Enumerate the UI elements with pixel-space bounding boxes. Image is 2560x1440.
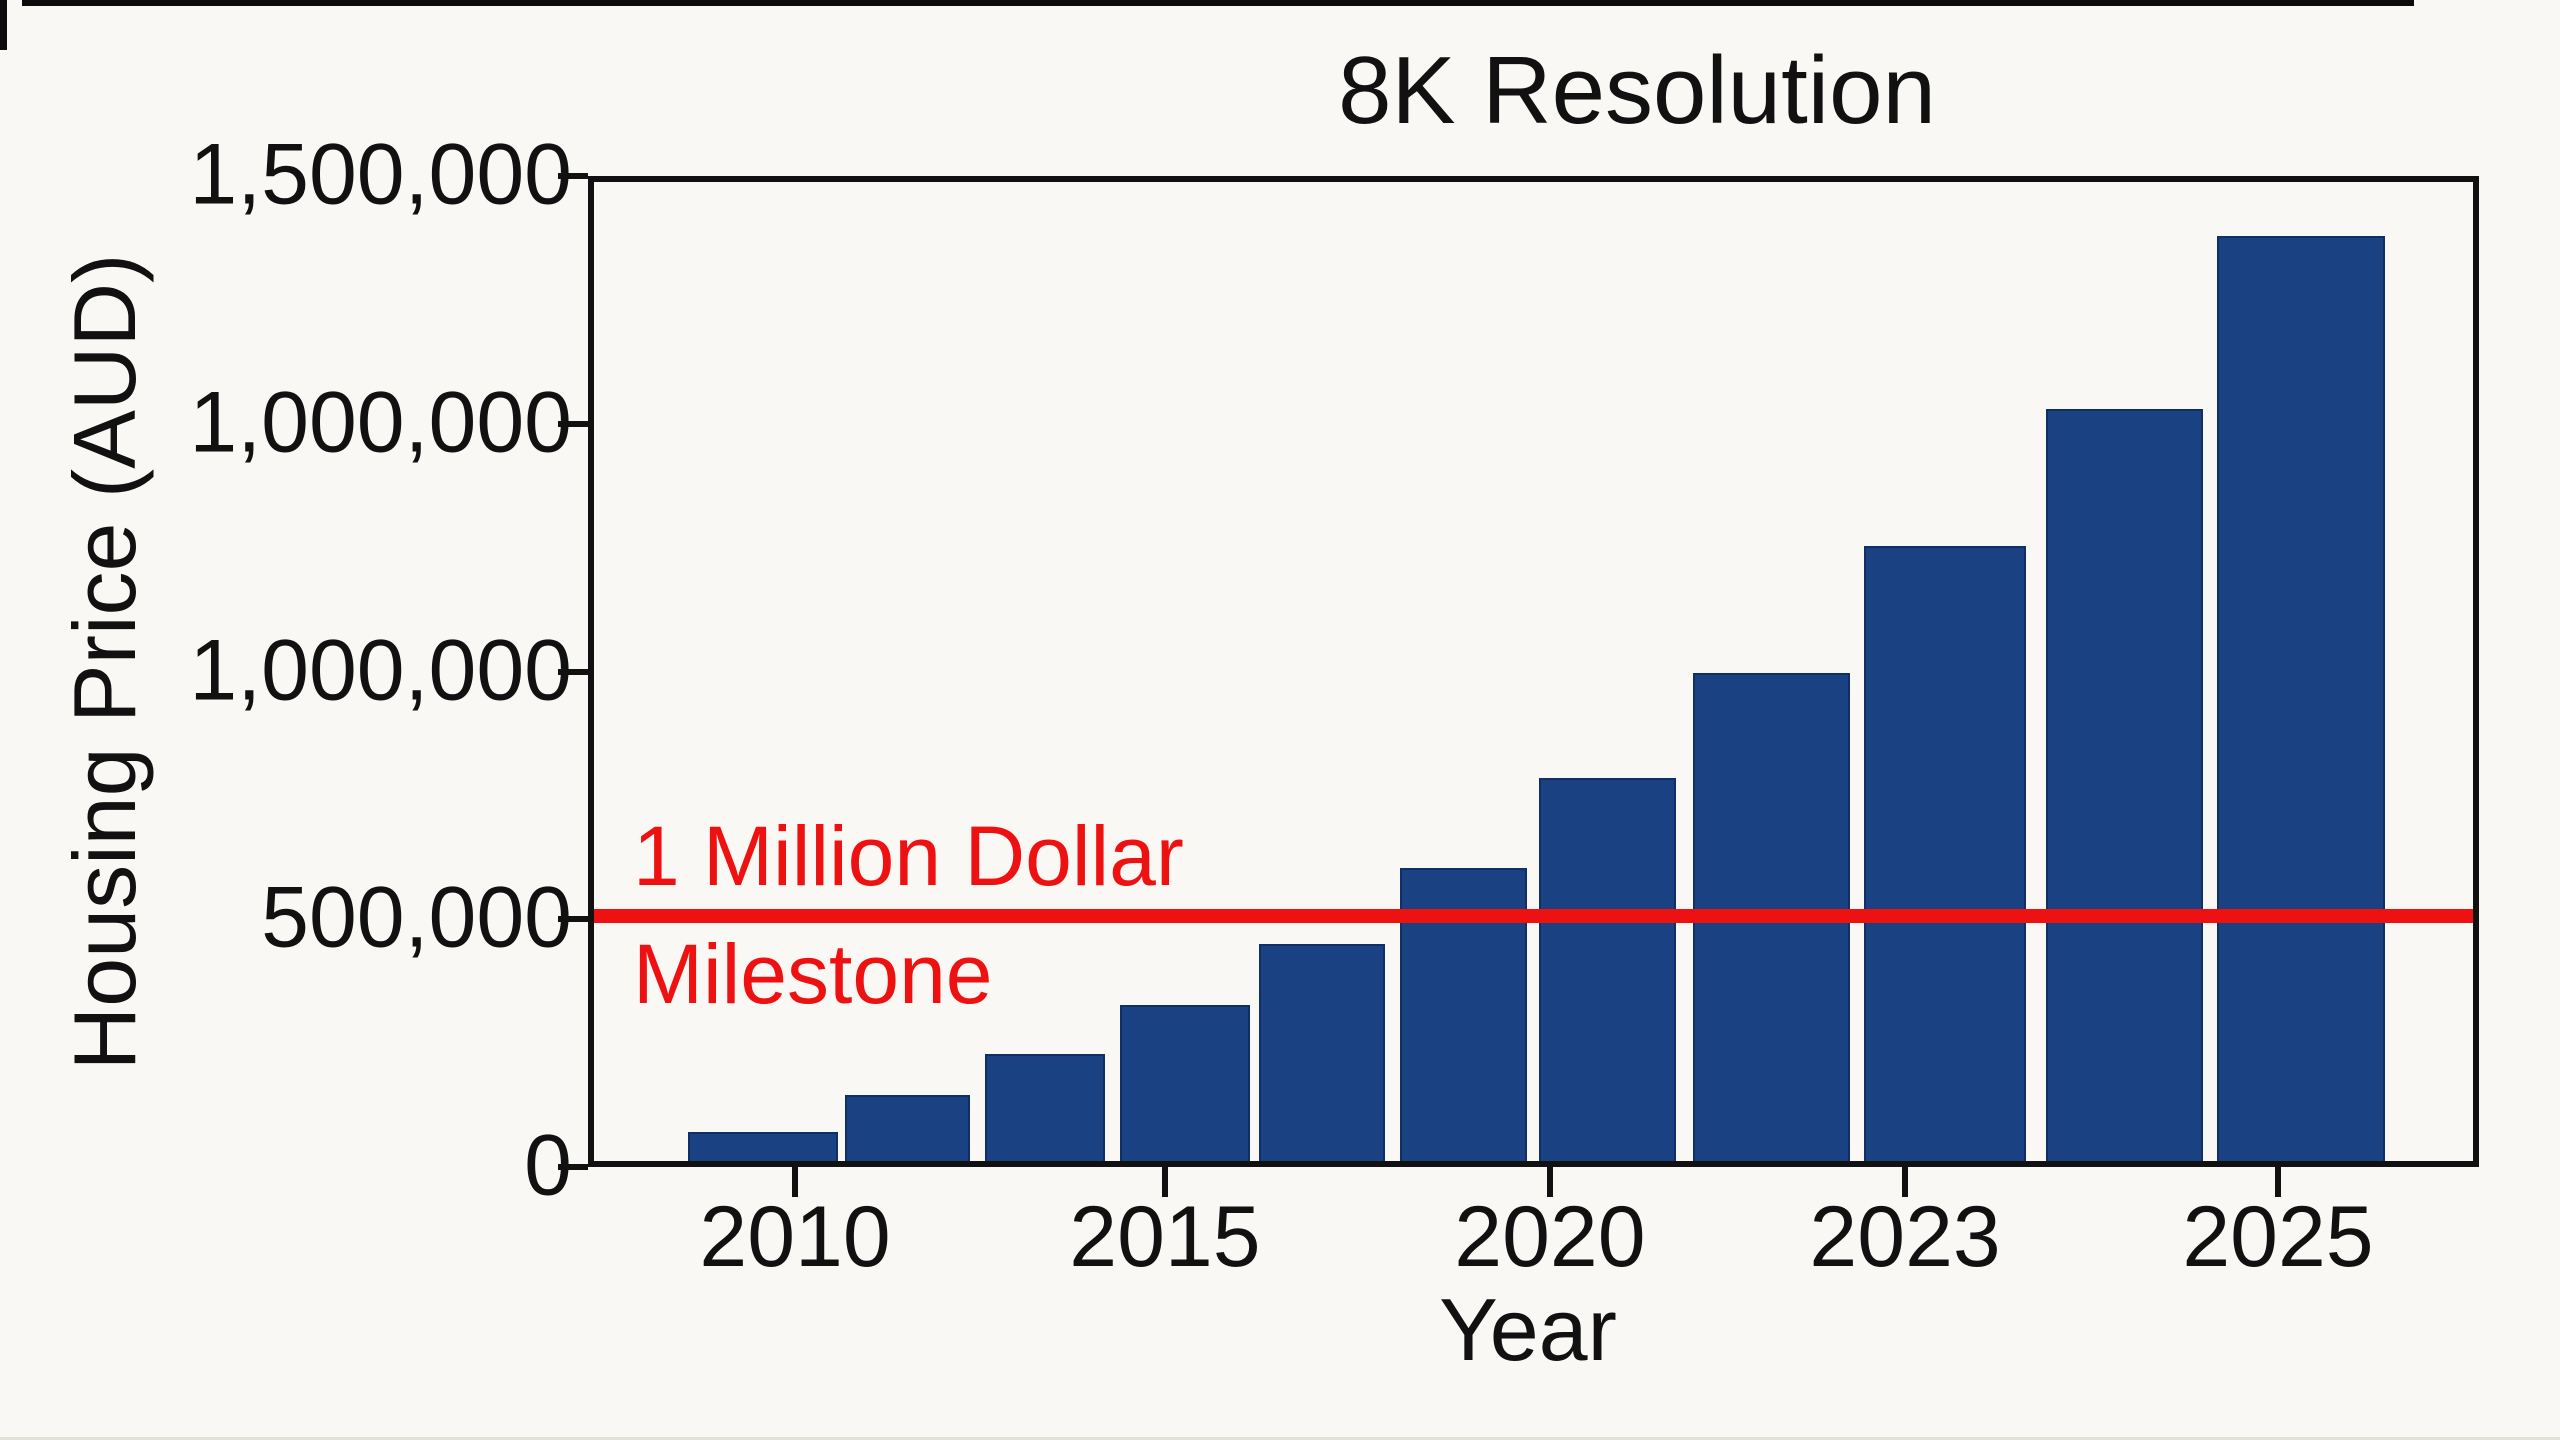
y-tick-mark: [558, 173, 588, 179]
bar: [2046, 409, 2203, 1161]
x-tick-mark: [1161, 1167, 1168, 1197]
bar: [985, 1054, 1105, 1161]
x-tick-mark: [792, 1167, 799, 1197]
x-tick-label: 2020: [1454, 1189, 1646, 1285]
image-border-artifact-top: [22, 0, 2414, 6]
y-tick-label: 0: [524, 1117, 572, 1214]
x-axis-title: Year: [1439, 1280, 1617, 1379]
bar: [845, 1095, 970, 1161]
image-border-artifact-bottom: [0, 1437, 2560, 1440]
y-tick-label: 1,000,000: [189, 374, 572, 471]
milestone-annotation-line1: 1 Million Dollar: [633, 809, 1184, 903]
y-tick-label: 1,000,000: [189, 621, 572, 718]
y-tick-label: 1,500,000: [189, 126, 572, 223]
x-tick-label: 2023: [1809, 1189, 2001, 1285]
x-tick-label: 2015: [1069, 1189, 1261, 1285]
x-tick-mark: [2274, 1167, 2281, 1197]
y-tick-mark: [558, 668, 588, 675]
bar: [1120, 1005, 1250, 1161]
bar: [1864, 546, 2026, 1161]
bar: [2217, 236, 2385, 1161]
bar: [688, 1132, 838, 1161]
bar: [1259, 944, 1385, 1161]
chart-title: 8K Resolution: [1338, 37, 1936, 144]
x-tick-label: 2025: [2182, 1189, 2374, 1285]
x-tick-mark: [1902, 1167, 1909, 1197]
y-tick-label: 500,000: [261, 869, 572, 966]
x-tick-label: 2010: [699, 1189, 891, 1285]
plot-area: [588, 176, 2479, 1167]
image-border-artifact-left: [0, 0, 7, 50]
y-tick-mark: [558, 1164, 588, 1170]
milestone-annotation-line2: Milestone: [633, 927, 993, 1021]
x-tick-mark: [1546, 1167, 1553, 1197]
y-tick-mark: [558, 420, 588, 427]
milestone-reference-line: [594, 909, 2473, 924]
y-tick-mark: [558, 916, 588, 923]
bar: [1539, 778, 1676, 1161]
